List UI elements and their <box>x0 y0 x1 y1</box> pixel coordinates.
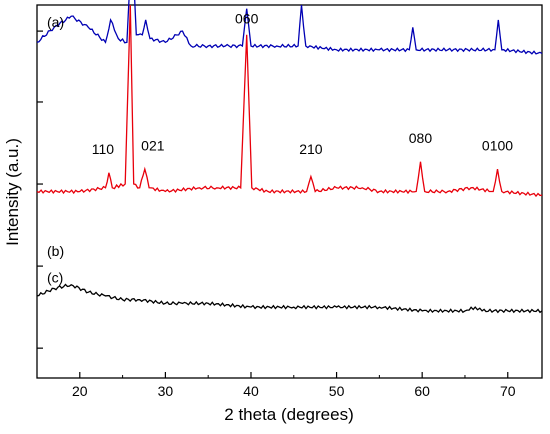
series-line-b <box>36 4 543 198</box>
label-layer: (a)(b)(c)1100400210602100800100 <box>47 11 513 286</box>
curve-label: (b) <box>47 243 64 259</box>
peak-label: 210 <box>299 141 323 157</box>
y-axis-ticks <box>37 30 43 349</box>
x-tick-label: 70 <box>500 383 516 399</box>
x-tick-label: 20 <box>72 383 88 399</box>
curve-label: (c) <box>47 269 63 285</box>
series-line-a <box>36 0 543 55</box>
x-tick-label: 60 <box>414 383 430 399</box>
series-line-c <box>36 283 543 314</box>
peak-label: 080 <box>409 130 433 146</box>
peak-label: 0100 <box>482 137 513 153</box>
x-tick-label: 40 <box>243 383 259 399</box>
x-axis-label: 2 theta (degrees) <box>224 405 353 424</box>
x-tick-label: 50 <box>329 383 345 399</box>
peak-label: 021 <box>141 137 165 153</box>
peak-label: 060 <box>235 11 259 27</box>
peak-label: 110 <box>92 141 115 157</box>
curve-label: (a) <box>47 14 64 30</box>
x-tick-label: 30 <box>158 383 174 399</box>
x-axis-ticks: 20 30 40 50 60 70 <box>36 372 516 399</box>
series-layer <box>36 0 543 314</box>
y-axis-label: Intensity (a.u.) <box>3 138 22 246</box>
